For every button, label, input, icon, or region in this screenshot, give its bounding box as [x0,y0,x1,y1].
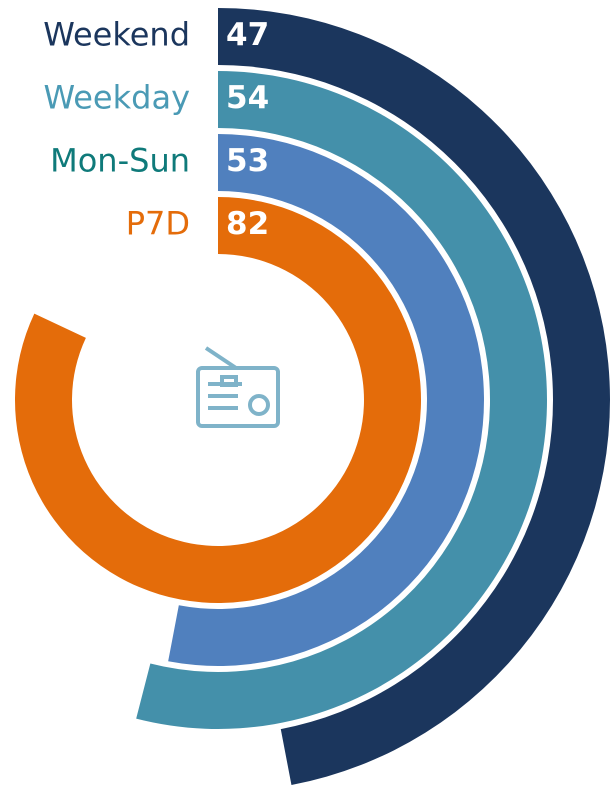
value-label: 54 [226,80,269,116]
category-label: Weekend [43,16,190,54]
radial-bar [136,71,548,730]
category-label: Weekday [43,79,190,117]
category-label: Mon-Sun [50,142,190,180]
radio-icon [196,346,280,428]
category-label: P7D [126,205,190,243]
radial-bar [218,8,610,786]
radial-bar [168,134,485,666]
value-label: 82 [226,206,269,242]
radial-bar [14,197,421,603]
value-label: 47 [226,17,269,53]
value-label: 53 [226,143,269,179]
